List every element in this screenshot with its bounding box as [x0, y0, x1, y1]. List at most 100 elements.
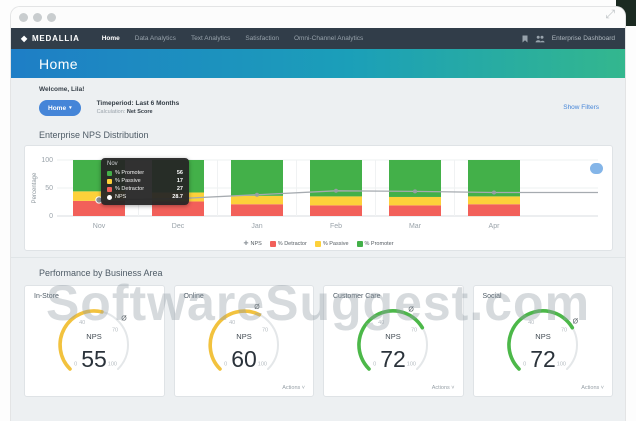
- navbar-right: Enterprise Dashboard: [522, 35, 615, 43]
- svg-text:Jan: Jan: [251, 223, 262, 230]
- gauge-value: 60: [231, 346, 257, 372]
- tooltip-row: NPS 28.7: [107, 193, 183, 201]
- chevron-down-icon: ▾: [69, 105, 72, 111]
- nav-item-omni-channel-analytics[interactable]: Omni-Channel Analytics: [293, 35, 364, 42]
- tooltip-value: 28.7: [172, 194, 183, 200]
- legend-item--promoter[interactable]: % Promoter: [356, 240, 394, 247]
- nav-item-satisfaction[interactable]: Satisfaction: [245, 35, 279, 42]
- line-marker-icon: ✚: [243, 241, 249, 247]
- nps-swatch-icon: [107, 194, 112, 200]
- legend-label: % Passive: [322, 240, 349, 247]
- tooltip-row: % Passive 17: [107, 177, 183, 185]
- actions-menu[interactable]: Actions ˅: [282, 385, 305, 391]
- gauge-value: 72: [380, 346, 406, 372]
- browser-window: ⤢ ◆ MEDALLIA Home Data Analytics Text Anal…: [10, 6, 626, 421]
- window-dot: [33, 13, 42, 22]
- window-controls: [19, 13, 56, 22]
- tooltip-label: NPS: [115, 194, 127, 200]
- svg-text:Mar: Mar: [409, 223, 422, 230]
- bar-segment[interactable]: [231, 195, 283, 205]
- bar-segment[interactable]: [389, 205, 441, 216]
- nav-item-text-analytics[interactable]: Text Analytics: [190, 35, 231, 42]
- legend-label: % Promoter: [364, 240, 394, 247]
- enterprise-dashboard-link[interactable]: Enterprise Dashboard: [551, 35, 615, 42]
- bookmark-icon[interactable]: [522, 35, 528, 43]
- calculation-label: Calculation:: [96, 109, 126, 115]
- gauge-metric-label: NPS: [236, 332, 251, 341]
- gauge-card-title: In-Store: [34, 293, 59, 300]
- gauge-card-online: Online 0 40 70 100 Ø NPS 60 Actions ˅: [173, 285, 314, 397]
- home-dropdown-label: Home: [48, 104, 67, 112]
- brand[interactable]: ◆ MEDALLIA: [21, 34, 80, 43]
- filter-bar: Home ▾ Timeperiod: Last 6 Months Calcula…: [11, 93, 625, 124]
- legend-label: NPS: [250, 240, 262, 247]
- gauge-value: 55: [81, 346, 107, 372]
- svg-text:Nov: Nov: [93, 223, 106, 230]
- calculation-value: Net Score: [126, 109, 153, 115]
- legend-swatch-icon: [356, 240, 363, 247]
- tooltip-label: % Detractor: [115, 186, 145, 192]
- bar-segment[interactable]: [389, 196, 441, 206]
- svg-text:100: 100: [258, 361, 267, 367]
- legend-item--detractor[interactable]: % Detractor: [269, 240, 307, 247]
- svg-text:70: 70: [112, 328, 118, 334]
- svg-text:70: 70: [262, 328, 268, 334]
- legend-item-nps[interactable]: ✚ NPS: [243, 240, 262, 248]
- legend-swatch-icon: [314, 240, 321, 247]
- bar-segment[interactable]: [468, 196, 520, 205]
- svg-text:100: 100: [557, 361, 566, 367]
- svg-text:0: 0: [74, 361, 77, 367]
- users-icon: [535, 35, 545, 42]
- bar-segment[interactable]: [231, 160, 283, 196]
- nps-line-marker[interactable]: [334, 188, 338, 193]
- bar-segment[interactable]: [310, 196, 362, 206]
- nps-distribution-card: 0 50 100 Percentage Nov Dec Jan Feb Mar Apr Nov %…: [24, 145, 613, 251]
- svg-text:100: 100: [108, 361, 117, 367]
- nps-line-marker[interactable]: [255, 192, 259, 197]
- gauge-card-title: Online: [183, 293, 204, 300]
- page-header: Home: [11, 49, 625, 78]
- medallia-logo-icon: ◆: [21, 33, 28, 43]
- actions-menu[interactable]: Actions ˅: [431, 385, 455, 391]
- legend-item--passive[interactable]: % Passive: [314, 240, 349, 247]
- nps-gauge: 0 40 70 100 Ø NPS 72: [357, 306, 429, 372]
- nps-gauge: 0 40 70 100 Ø NPS 55: [58, 309, 130, 372]
- bar-segment[interactable]: [468, 204, 520, 216]
- svg-text:0: 0: [49, 213, 53, 220]
- gauge-average-marker: Ø: [572, 318, 578, 325]
- show-filters-link[interactable]: Show Filters: [563, 104, 599, 111]
- bar-segment[interactable]: [310, 205, 362, 216]
- -detractor-swatch-icon: [107, 186, 112, 192]
- nav-item-data-analytics[interactable]: Data Analytics: [134, 35, 176, 42]
- actions-menu[interactable]: Actions ˅: [581, 385, 604, 391]
- home-dropdown-button[interactable]: Home ▾: [39, 100, 81, 116]
- nps-line-marker[interactable]: [492, 190, 496, 195]
- gauge-metric-label: NPS: [87, 332, 102, 341]
- svg-text:50: 50: [45, 185, 53, 192]
- tooltip-value: 56: [176, 170, 183, 176]
- tooltip-value: 17: [176, 178, 183, 184]
- floating-widget-icon[interactable]: [590, 163, 603, 174]
- svg-text:70: 70: [411, 328, 417, 334]
- svg-text:40: 40: [229, 320, 235, 326]
- window-dot: [47, 13, 56, 22]
- tooltip-value: 27: [176, 186, 183, 192]
- filter-summary: Timeperiod: Last 6 Months Calculation: N…: [97, 100, 180, 115]
- site-content: ◆ MEDALLIA Home Data Analytics Text Analyt…: [11, 28, 625, 421]
- svg-text:70: 70: [561, 328, 567, 334]
- bar-segment[interactable]: [152, 201, 204, 216]
- legend-label: % Detractor: [277, 240, 307, 247]
- bar-segment[interactable]: [231, 204, 283, 216]
- bar-segment[interactable]: [468, 160, 520, 197]
- bar-segment[interactable]: [73, 191, 125, 201]
- tooltip-label: % Passive: [115, 178, 141, 184]
- gauge-cards-row: In-Store 0 40 70 100 Ø NPS 55 Online 0 40 70 100 Ø NPS…: [24, 285, 613, 397]
- svg-text:0: 0: [523, 361, 526, 367]
- nav-item-home[interactable]: Home: [101, 35, 120, 42]
- -passive-swatch-icon: [107, 178, 112, 184]
- nps-line-marker[interactable]: [413, 189, 417, 194]
- gauge-metric-label: NPS: [386, 332, 401, 341]
- timeperiod-value: Last 6 Months: [135, 100, 180, 107]
- tooltip-title: Nov: [107, 161, 118, 167]
